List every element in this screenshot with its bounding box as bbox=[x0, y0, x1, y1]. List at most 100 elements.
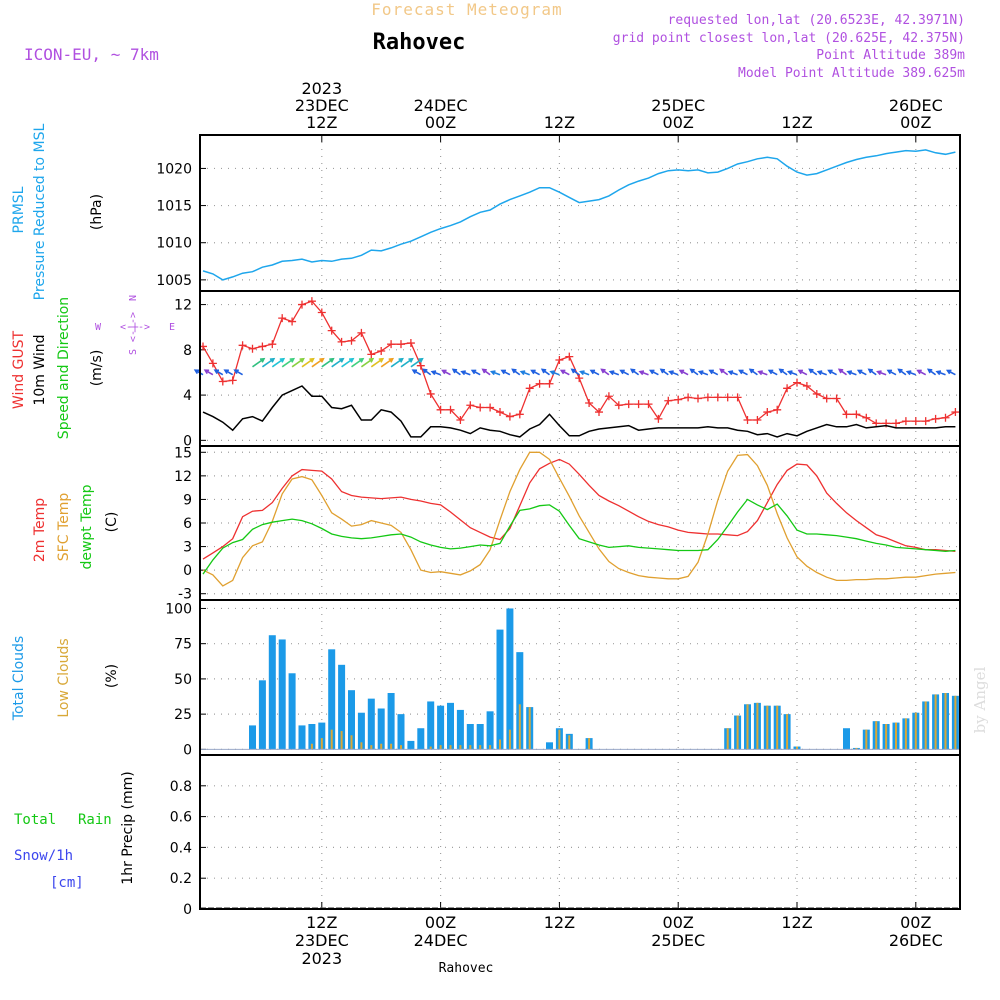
total-cloud-bar bbox=[308, 724, 316, 750]
wind-direction-arrowhead bbox=[619, 369, 625, 375]
gust-point-marker bbox=[248, 344, 257, 353]
gust-point-marker bbox=[426, 389, 435, 398]
gust-point-marker bbox=[872, 419, 881, 428]
wind-direction-arrowhead bbox=[213, 369, 220, 375]
gust-point-marker bbox=[535, 379, 544, 388]
wind-direction-arrowhead bbox=[408, 357, 414, 363]
top-time-label: 12Z bbox=[781, 113, 812, 132]
top-time-label: 2023 bbox=[301, 79, 342, 98]
wind-direction-arrowhead bbox=[411, 369, 418, 375]
wind-direction-arrowhead bbox=[339, 357, 345, 363]
gust-point-marker bbox=[832, 394, 841, 403]
precipitation-ytick-label: 0.4 bbox=[170, 840, 192, 856]
total-cloud-bar bbox=[437, 705, 445, 750]
gust-point-marker bbox=[317, 308, 326, 317]
wind-direction-arrowhead bbox=[697, 370, 704, 376]
wind-direction-arrowhead bbox=[500, 369, 506, 375]
gust-point-marker bbox=[713, 393, 722, 402]
low-cloud-bar bbox=[904, 718, 907, 750]
temperature-ytick-label: -3 bbox=[178, 587, 192, 603]
wind-direction-arrowhead bbox=[540, 368, 547, 374]
bottom-time-label: 00Z bbox=[425, 913, 456, 932]
low-cloud-bar bbox=[746, 704, 749, 750]
total-cloud-bar bbox=[843, 728, 850, 750]
gust-point-marker bbox=[694, 394, 702, 403]
wind-direction-arrow bbox=[271, 358, 285, 368]
wind-direction-arrow bbox=[261, 358, 275, 368]
low-cloud-bar bbox=[340, 731, 343, 750]
gust-point-marker bbox=[377, 346, 386, 355]
precip-rain-label: Rain bbox=[78, 812, 112, 828]
wind-direction-arrowhead bbox=[719, 368, 725, 374]
precip-axis-label: 1hr Precip (mm) bbox=[120, 771, 136, 884]
wind-direction-arrowhead bbox=[422, 368, 428, 374]
gust-point-marker bbox=[733, 393, 742, 402]
gust-point-marker bbox=[545, 379, 554, 388]
top-time-label: 26DEC bbox=[889, 96, 943, 115]
precip-total-label: Total bbox=[14, 812, 56, 828]
prmsl-desc-label: Pressure Reduced to MSL bbox=[32, 123, 48, 300]
low-cloud-bar bbox=[360, 742, 363, 750]
low-cloud-bar bbox=[508, 729, 511, 750]
bottom-time-label: 26DEC bbox=[889, 931, 943, 950]
low-cloud-bar bbox=[568, 735, 571, 750]
total-cloud-bar bbox=[427, 701, 435, 750]
wind-direction-arrowhead bbox=[727, 370, 734, 376]
clouds-unit-label: (%) bbox=[104, 664, 120, 688]
pressure-ytick-label: 1020 bbox=[156, 161, 192, 177]
gust-point-marker bbox=[446, 405, 455, 414]
compass-we-line: <-|-> bbox=[120, 322, 150, 333]
bottom-time-label: 25DEC bbox=[651, 931, 705, 950]
wind-direction-arrowhead bbox=[708, 369, 714, 375]
low-cloud-bar bbox=[449, 745, 452, 750]
gust-point-marker bbox=[505, 412, 514, 421]
clouds-ytick-label: 50 bbox=[174, 672, 192, 688]
bottom-time-label: 12Z bbox=[781, 913, 812, 932]
low-clouds-label: Low Clouds bbox=[56, 638, 72, 717]
wind-direction-arrow bbox=[341, 358, 354, 368]
bottom-time-label: 24DEC bbox=[414, 931, 468, 950]
wind-direction-arrow bbox=[390, 358, 404, 368]
location-title: Rahovec bbox=[373, 30, 466, 55]
gust-point-marker bbox=[892, 419, 900, 428]
dew-label: dewpt Temp bbox=[79, 484, 95, 569]
total-cloud-bar bbox=[506, 608, 514, 750]
wind-direction-arrowhead bbox=[319, 357, 325, 363]
low-cloud-bar bbox=[390, 743, 393, 750]
wind-direction-arrowhead bbox=[856, 369, 863, 375]
gust-point-marker bbox=[951, 408, 960, 417]
wind-direction-arrowhead bbox=[398, 357, 404, 363]
gust-point-marker bbox=[901, 417, 910, 426]
wind-direction-arrowhead bbox=[905, 370, 912, 376]
wind-direction-arrowhead bbox=[559, 369, 566, 375]
wind-direction-arrow bbox=[281, 358, 295, 368]
low-cloud-bar bbox=[914, 712, 917, 750]
t2m-label: 2m Temp bbox=[32, 498, 48, 562]
top-time-label: 00Z bbox=[663, 113, 694, 132]
total-cloud-bar bbox=[456, 709, 464, 750]
gust-series-line bbox=[202, 300, 956, 425]
wind-direction-arrowhead bbox=[808, 368, 814, 374]
total-cloud-bar bbox=[516, 652, 524, 750]
gust-point-marker bbox=[288, 317, 297, 326]
temperature-ytick-label: 15 bbox=[174, 445, 192, 461]
total-cloud-bar bbox=[318, 722, 326, 750]
low-cloud-bar bbox=[954, 695, 957, 750]
wind-ytick-label: 4 bbox=[183, 388, 192, 404]
gust-point-marker bbox=[486, 403, 495, 412]
low-cloud-bar bbox=[380, 743, 383, 750]
wind-direction-arrowhead bbox=[778, 368, 784, 374]
total-cloud-bar bbox=[447, 702, 454, 750]
total-cloud-bar bbox=[348, 690, 355, 750]
gust-point-marker bbox=[604, 392, 613, 401]
wind-direction-arrowhead bbox=[549, 370, 556, 376]
wind-direction-arrowhead bbox=[678, 369, 685, 375]
gust-point-marker bbox=[802, 382, 811, 391]
gust-point-marker bbox=[862, 413, 871, 422]
low-cloud-bar bbox=[766, 705, 769, 750]
gust-point-marker bbox=[624, 400, 633, 409]
wind-direction-arrowhead bbox=[329, 357, 335, 363]
precipitation-ytick-label: 0.6 bbox=[170, 810, 192, 826]
gust-point-marker bbox=[644, 400, 653, 409]
